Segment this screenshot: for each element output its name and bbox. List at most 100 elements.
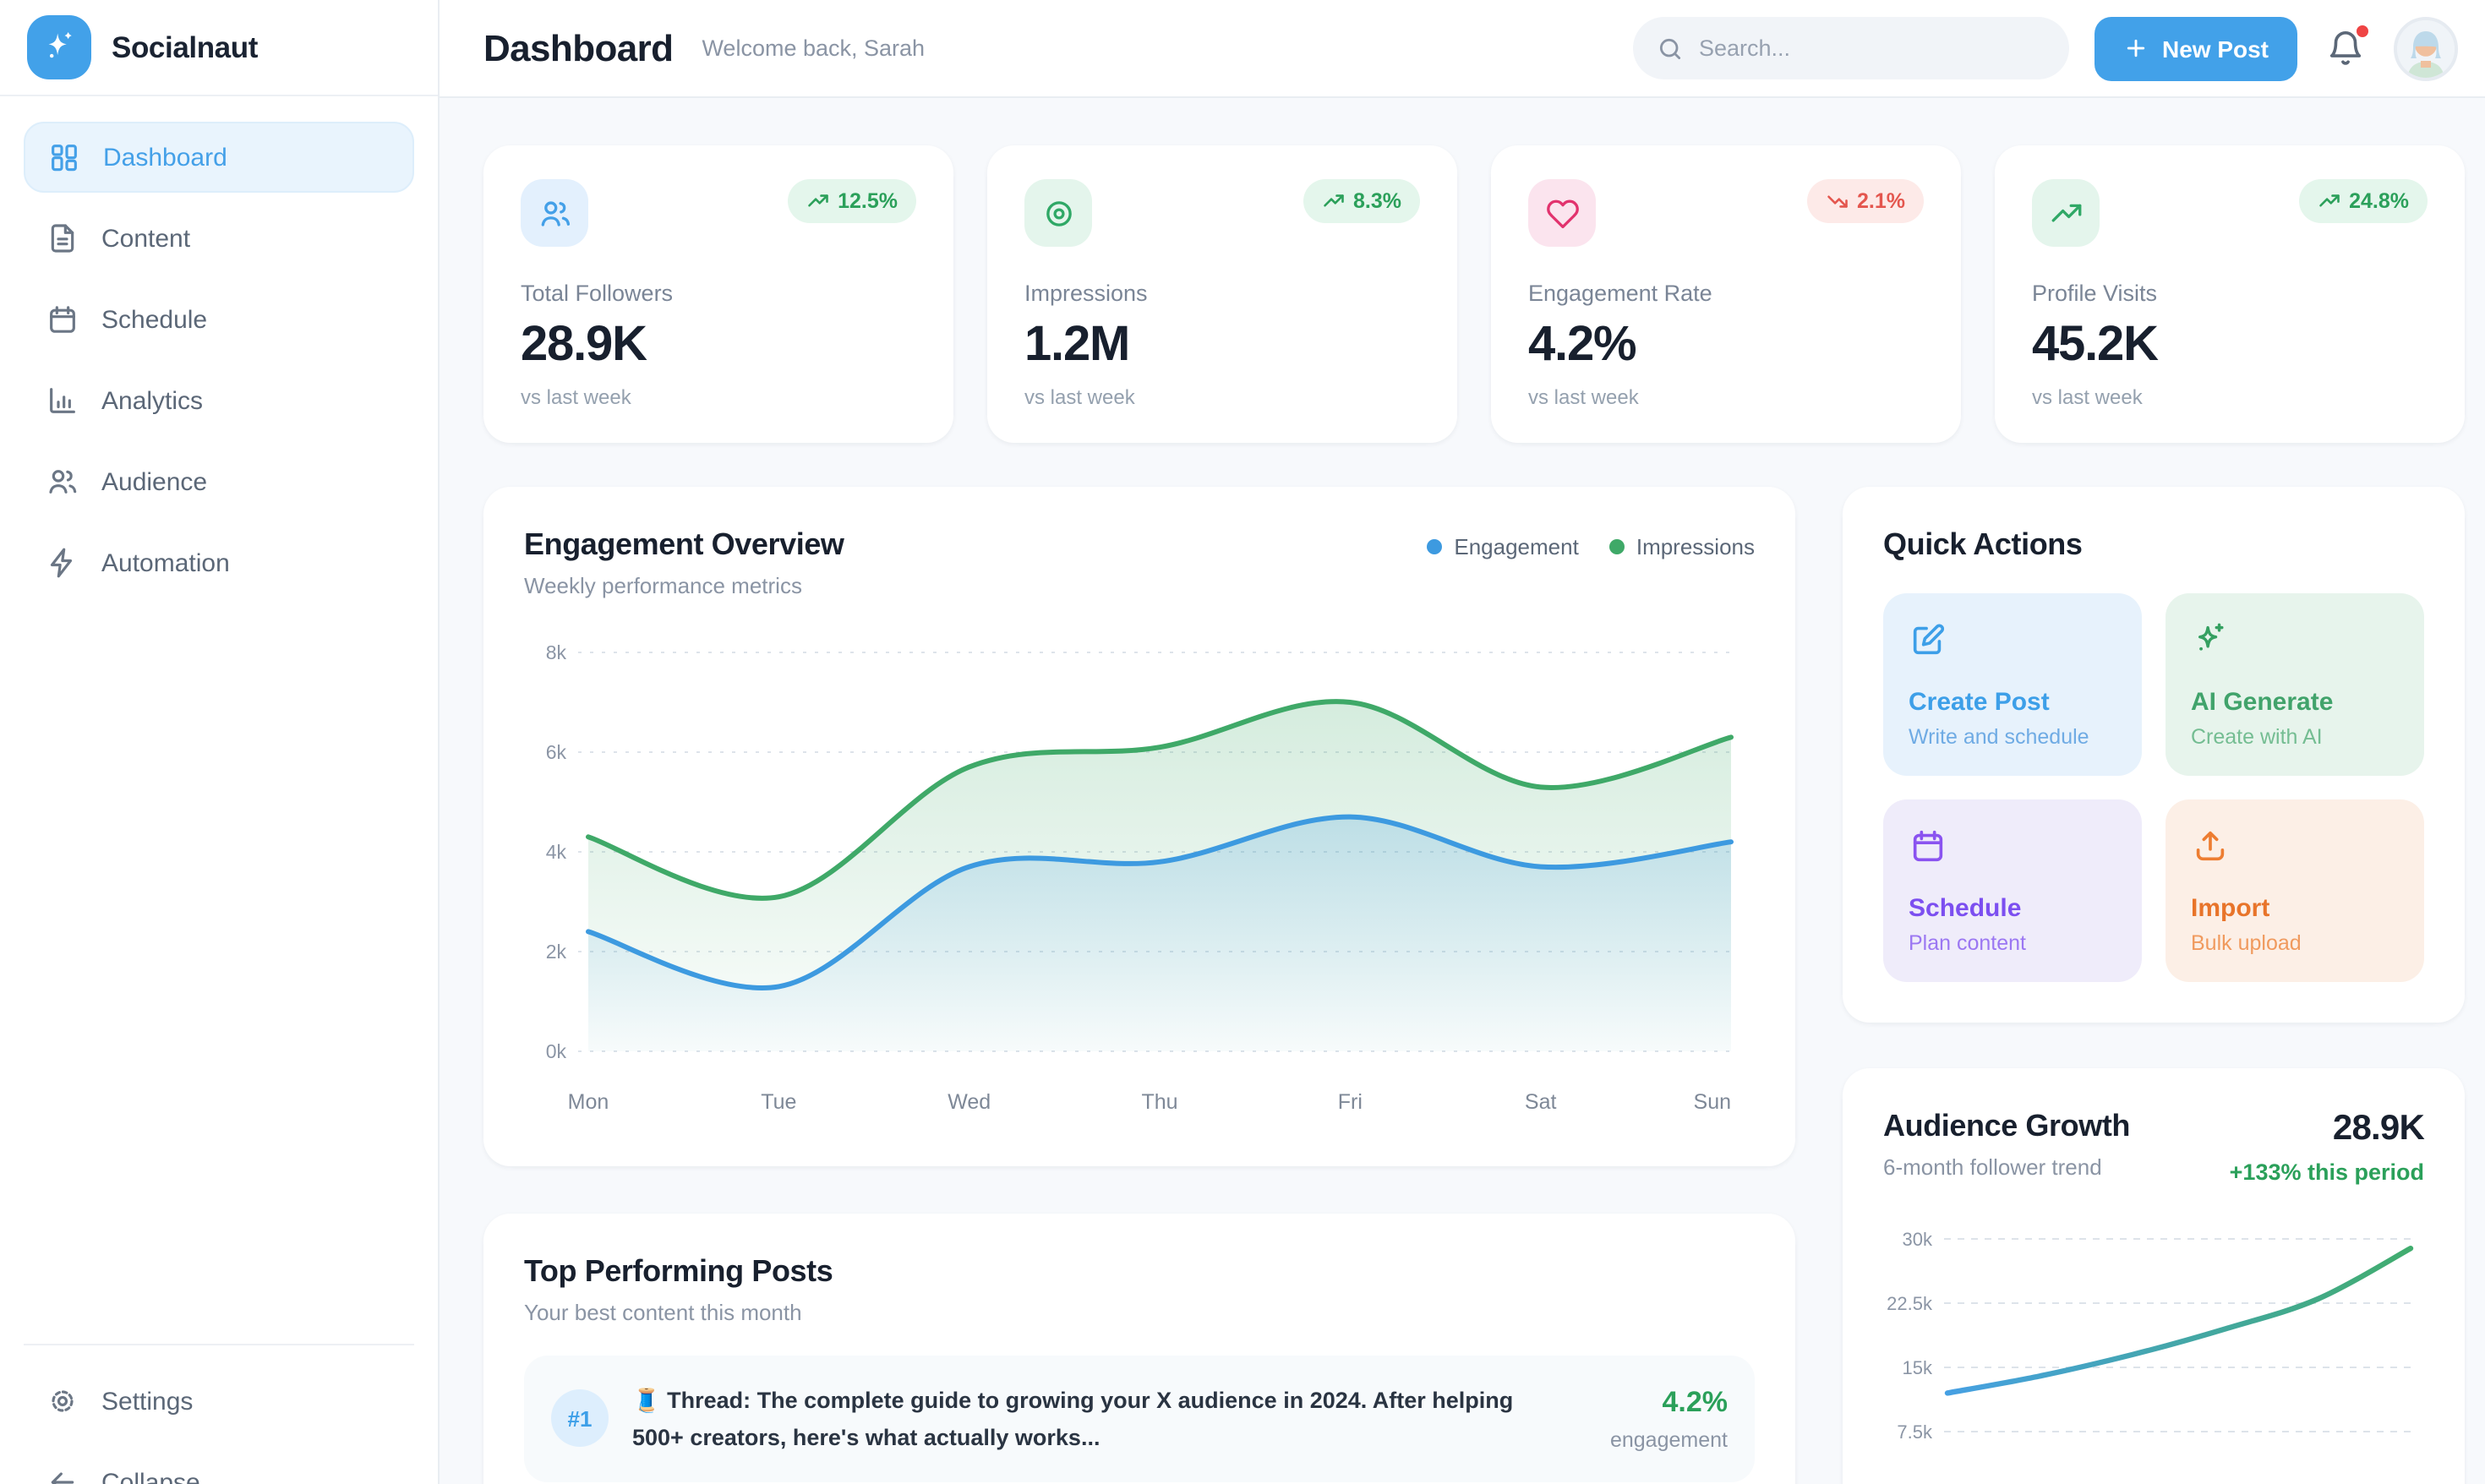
change-badge: 12.5% xyxy=(787,179,916,223)
stat-note: vs last week xyxy=(1528,385,1639,409)
engagement-overview-card: Engagement Overview Weekly performance m… xyxy=(483,487,1795,1166)
sidebar-item-settings[interactable]: Settings xyxy=(24,1366,414,1437)
header: Dashboard Welcome back, Sarah New P xyxy=(440,0,2485,98)
stat-note: vs last week xyxy=(2032,385,2143,409)
stat-note: vs last week xyxy=(521,385,631,409)
svg-text:4k: 4k xyxy=(546,841,567,863)
post-row[interactable]: #1 🧵 Thread: The complete guide to growi… xyxy=(524,1356,1755,1483)
gear-icon xyxy=(46,1384,79,1418)
svg-text:Wed: Wed xyxy=(948,1090,991,1114)
stat-value: 4.2% xyxy=(1528,318,1637,372)
sidebar-item-label: Audience xyxy=(101,467,208,496)
pen-square-icon xyxy=(1909,620,2116,659)
audience-growth-card: Audience Growth 6-month follower trend 2… xyxy=(1843,1068,2465,1484)
change-badge: 2.1% xyxy=(1806,179,1924,223)
welcome-text: Welcome back, Sarah xyxy=(702,35,926,61)
sidebar-item-label: Collapse xyxy=(101,1468,200,1484)
sparkles-icon xyxy=(2191,620,2399,659)
stat-value: 28.9K xyxy=(521,318,647,372)
stat-value: 1.2M xyxy=(1024,318,1130,372)
quick-action-schedule[interactable]: Schedule Plan content xyxy=(1883,799,2142,982)
sidebar: Socialnaut Dashboard Content xyxy=(0,0,440,1484)
stat-card-profile-visits: 24.8% Profile Visits 45.2K vs last week xyxy=(1995,145,2465,443)
trending-up-icon xyxy=(806,189,829,213)
brand[interactable]: Socialnaut xyxy=(0,0,438,96)
target-icon xyxy=(1024,179,1092,247)
quick-action-create-post[interactable]: Create Post Write and schedule xyxy=(1883,593,2142,776)
quick-action-label: Import xyxy=(2191,894,2270,923)
sidebar-nav: Dashboard Content Schedule xyxy=(0,96,438,598)
calendar-icon xyxy=(46,303,79,336)
sidebar-bottom: Settings Collapse xyxy=(24,1344,414,1484)
quick-action-sub: Plan content xyxy=(1909,931,2026,955)
sidebar-item-audience[interactable]: Audience xyxy=(24,446,414,517)
svg-text:Fri: Fri xyxy=(1338,1090,1363,1114)
sidebar-item-label: Settings xyxy=(101,1387,194,1416)
svg-text:Mon: Mon xyxy=(568,1090,609,1114)
arrow-left-icon xyxy=(46,1465,79,1484)
quick-actions-card: Quick Actions Create Post Write and sche… xyxy=(1843,487,2465,1023)
panel-title: Top Performing Posts xyxy=(524,1254,833,1288)
svg-text:Tue: Tue xyxy=(761,1090,796,1114)
notification-dot xyxy=(2355,24,2370,39)
stat-label: Impressions xyxy=(1024,281,1148,306)
top-posts-card: Top Performing Posts Your best content t… xyxy=(483,1214,1795,1484)
notifications-button[interactable] xyxy=(2323,24,2370,71)
legend-dot xyxy=(1427,539,1443,554)
sidebar-item-label: Schedule xyxy=(101,305,208,334)
avatar[interactable] xyxy=(2394,16,2458,80)
brand-name: Socialnaut xyxy=(112,30,258,63)
legend-item-impressions: Impressions xyxy=(1608,534,1755,559)
sidebar-item-label: Content xyxy=(101,224,191,253)
change-badge: 8.3% xyxy=(1303,179,1420,223)
stat-note: vs last week xyxy=(1024,385,1135,409)
panel-subtitle: Weekly performance metrics xyxy=(524,573,802,598)
upload-icon xyxy=(2191,827,2399,865)
sparkles-logo-icon xyxy=(27,15,91,79)
panel-title: Audience Growth xyxy=(1883,1109,2131,1143)
panel-title: Engagement Overview xyxy=(524,527,844,561)
sidebar-item-label: Automation xyxy=(101,548,230,577)
stat-label: Profile Visits xyxy=(2032,281,2158,306)
sidebar-item-dashboard[interactable]: Dashboard xyxy=(24,122,414,193)
file-text-icon xyxy=(46,221,79,255)
zap-icon xyxy=(46,546,79,580)
quick-action-sub: Bulk upload xyxy=(2191,931,2302,955)
sidebar-item-automation[interactable]: Automation xyxy=(24,527,414,598)
panel-subtitle: 6-month follower trend xyxy=(1883,1154,2102,1180)
sidebar-item-collapse[interactable]: Collapse xyxy=(24,1447,414,1484)
legend-item-engagement: Engagement xyxy=(1427,534,1579,559)
bar-chart-icon xyxy=(46,384,79,417)
audience-growth-change: +133% this period xyxy=(2229,1159,2424,1185)
quick-action-import[interactable]: Import Bulk upload xyxy=(2166,799,2424,982)
chart-legend: Engagement Impressions xyxy=(1427,534,1755,559)
search-input[interactable] xyxy=(1698,35,2045,61)
sidebar-item-schedule[interactable]: Schedule xyxy=(24,284,414,355)
sidebar-item-content[interactable]: Content xyxy=(24,203,414,274)
stat-card-total-followers: 12.5% Total Followers 28.9K vs last week xyxy=(483,145,953,443)
quick-action-label: Schedule xyxy=(1909,894,2022,923)
panel-title: Quick Actions xyxy=(1883,527,2083,561)
svg-text:Thu: Thu xyxy=(1141,1090,1177,1114)
svg-text:0k: 0k xyxy=(546,1040,567,1062)
main-area: Dashboard Welcome back, Sarah New P xyxy=(440,0,2485,1484)
svg-text:7.5k: 7.5k xyxy=(1897,1421,1933,1443)
svg-text:6k: 6k xyxy=(546,741,567,763)
quick-action-ai-generate[interactable]: AI Generate Create with AI xyxy=(2166,593,2424,776)
heart-icon xyxy=(1528,179,1596,247)
post-metric-value: 4.2% xyxy=(1662,1386,1729,1418)
stat-label: Total Followers xyxy=(521,281,674,306)
new-post-button[interactable]: New Post xyxy=(2094,16,2297,80)
left-column: Engagement Overview Weekly performance m… xyxy=(483,487,1795,1484)
post-metric-label: engagement xyxy=(1609,1428,1728,1452)
search-icon xyxy=(1657,35,1684,62)
post-text: 🧵 Thread: The complete guide to growing … xyxy=(632,1388,1514,1450)
rank-badge: #1 xyxy=(551,1389,609,1447)
right-column: Quick Actions Create Post Write and sche… xyxy=(1843,487,2465,1484)
users-icon xyxy=(46,465,79,499)
sidebar-item-analytics[interactable]: Analytics xyxy=(24,365,414,436)
content: 12.5% Total Followers 28.9K vs last week xyxy=(440,98,2485,1484)
calendar-icon xyxy=(1909,827,2116,865)
legend-dot xyxy=(1608,539,1625,554)
